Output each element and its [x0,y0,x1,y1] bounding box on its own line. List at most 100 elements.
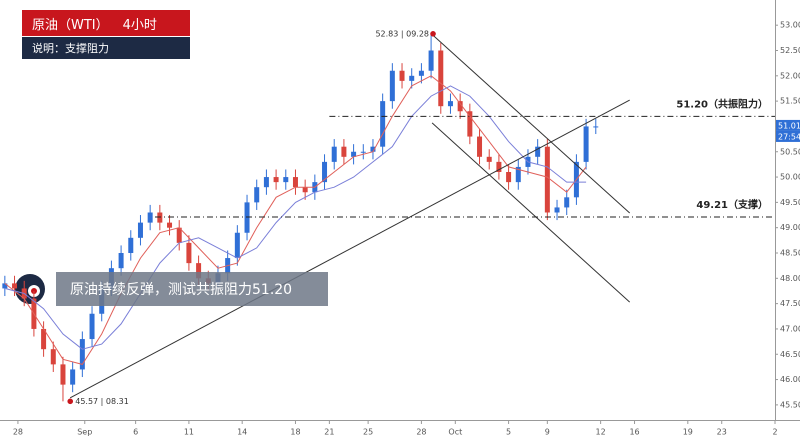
y-tick-label: 49.00 [780,223,800,232]
candle-body [360,151,366,153]
y-tick-label: 49.50 [780,198,800,207]
candle-body [564,197,570,208]
x-tick-label: 11 [184,428,194,437]
candle-body [447,101,453,107]
countdown-tag [776,130,800,142]
y-tick-label: 46.00 [780,375,800,384]
candle-body [399,70,405,81]
y-tick-label: 51.50 [780,97,800,106]
x-tick-label: 23 [717,428,727,437]
y-tick-label: 46.50 [780,350,800,359]
candle-body [196,263,202,279]
candle-body [409,75,415,81]
candle-body [137,222,143,238]
candle-body [118,253,124,269]
level-label: 51.20（共振阻力） [676,97,768,110]
candle-body [147,212,153,223]
extreme-label: 52.83 | 09.28 [375,29,429,38]
candle-body [186,242,192,264]
x-tick-label: 16 [629,428,639,437]
candle-body [496,161,502,172]
candle-body [244,202,250,233]
trend-line [432,34,631,214]
candle-body [467,111,473,137]
candle-body [273,177,279,183]
x-tick-label: 21 [324,428,334,437]
header-title-box: 原油（WTI） 4小时 [22,10,190,36]
candle-body [438,50,444,107]
y-tick-label: 52.50 [780,46,800,55]
candle-body [515,166,521,183]
candle-body [322,161,328,183]
x-tick-label: 28 [416,428,426,437]
candle-body [535,146,541,157]
candle-body [370,146,376,152]
candle-body [12,283,18,289]
candle-body [167,222,173,228]
trend-line [431,122,631,303]
y-tick-label: 52.00 [780,71,800,80]
header-note-box: 说明：支撑阻力 [22,37,190,59]
header-timeframe: 4小时 [122,17,157,33]
candle-body [428,50,434,71]
callout-text: 原油持续反弹，测试共振阻力51.20 [70,282,293,298]
y-tick-label: 47.50 [780,299,800,308]
candle-body [283,177,289,183]
y-tick-label: 50.00 [780,173,800,182]
x-tick-label: 19 [683,428,693,437]
y-tick-label: 48.50 [780,249,800,258]
candle-body [128,237,134,253]
x-tick-label: 9 [545,428,550,437]
candle-body [380,101,386,147]
moving-average [4,75,587,365]
candle-body [50,349,56,365]
candle-body [79,339,85,370]
x-tick-label: 2 [772,428,777,437]
candle-body [389,70,395,102]
candle-body [263,177,269,188]
x-tick-label: 12 [596,428,606,437]
extreme-label: 45.57 | 08.31 [75,397,129,406]
candle-body [351,151,357,157]
x-tick-label: 18 [290,428,300,437]
y-tick-label: 48.00 [780,274,800,283]
candle-body [477,136,483,157]
x-tick-label: Sep [77,428,92,437]
candle-body [583,126,589,162]
candle-body [554,207,560,213]
y-tick-label: 45.50 [780,400,800,409]
candle-body [331,146,337,162]
candle-body [418,70,424,76]
analyst-icon [15,274,45,304]
x-tick-label: 5 [506,428,511,437]
callout: 原油持续反弹，测试共振阻力51.20 [56,272,328,306]
header-title: 原油（WTI） [32,17,109,33]
candle-body [89,313,95,340]
x-tick-label: 14 [237,428,247,437]
candle-body [506,172,512,183]
candle-body [302,187,308,193]
last-price-label: 51.01 [778,121,800,130]
candle-body [341,146,347,157]
extreme-point [67,398,74,405]
x-tick-label: 25 [363,428,373,437]
x-tick-label: Oct [448,428,462,437]
candle-body [176,227,182,243]
candle-body [157,212,163,223]
candle-body [234,232,240,259]
y-tick-label: 47.00 [780,324,800,333]
candle-body [2,283,8,289]
last-price-tag [776,119,800,131]
extreme-point [430,30,436,37]
candle-body [60,364,66,385]
y-tick-label: 53.00 [780,21,800,30]
candle-body [70,369,76,385]
candle-body [292,177,298,188]
candle-body [544,146,550,213]
trend-line [69,99,630,399]
candle-body [457,101,463,112]
candle-body [254,187,260,203]
